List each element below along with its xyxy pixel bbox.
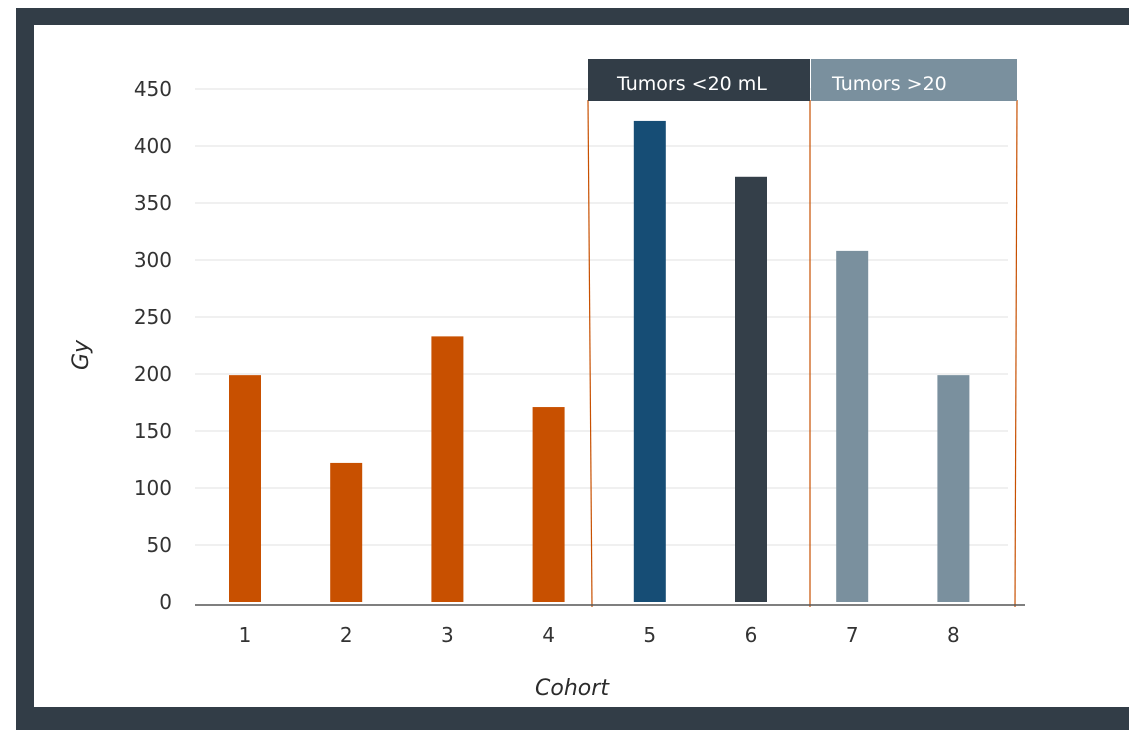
bar-cohort-4 [532, 407, 565, 602]
y-tick-label: 400 [134, 134, 172, 158]
y-tick-label: 100 [134, 476, 172, 500]
y-axis-title: Gy [69, 339, 94, 370]
bar-cohort-6 [735, 176, 767, 602]
y-tick-labels: 0 50 100 150 200 250 300 350 400 450 [134, 77, 172, 614]
group-divider-line [587, 99, 593, 608]
group-header-1 [588, 59, 810, 101]
y-tick-label: 450 [134, 77, 172, 101]
y-tick-label: 200 [134, 362, 172, 386]
group-header-label: Tumors <20 mL [616, 73, 767, 95]
x-axis-title: Cohort [535, 676, 610, 701]
group-divider-line [1014, 99, 1018, 608]
bar-cohort-1 [229, 375, 261, 602]
x-tick-label: 5 [643, 623, 656, 647]
bar-cohort-2 [330, 462, 363, 602]
group-header-label: Tumors >20 [831, 73, 947, 95]
bars [229, 120, 970, 603]
group-dividers [587, 99, 1018, 608]
y-tick-label: 350 [134, 191, 172, 215]
y-tick-label: 0 [159, 590, 172, 614]
x-tick-label: 2 [340, 623, 353, 647]
y-tick-label: 300 [134, 248, 172, 272]
x-tick-label: 6 [745, 623, 758, 647]
y-tick-label: 50 [147, 533, 172, 557]
gridlines [195, 88, 1008, 546]
bar-cohort-5 [633, 120, 666, 603]
bar-cohort-3 [431, 336, 464, 602]
group-header-2 [811, 59, 1017, 101]
x-tick-label: 1 [239, 623, 252, 647]
y-tick-label: 150 [134, 419, 172, 443]
x-tick-label: 7 [846, 623, 859, 647]
bar-cohort-8 [937, 375, 970, 602]
x-tick-label: 3 [441, 623, 454, 647]
x-tick-label: 4 [542, 623, 555, 647]
x-tick-label: 8 [947, 623, 960, 647]
x-tick-labels: 1 2 3 4 5 6 7 8 [239, 623, 960, 647]
y-tick-label: 250 [134, 305, 172, 329]
group-headers: Tumors <20 mL Tumors >20 [588, 59, 1017, 101]
bar-cohort-7 [836, 250, 869, 602]
